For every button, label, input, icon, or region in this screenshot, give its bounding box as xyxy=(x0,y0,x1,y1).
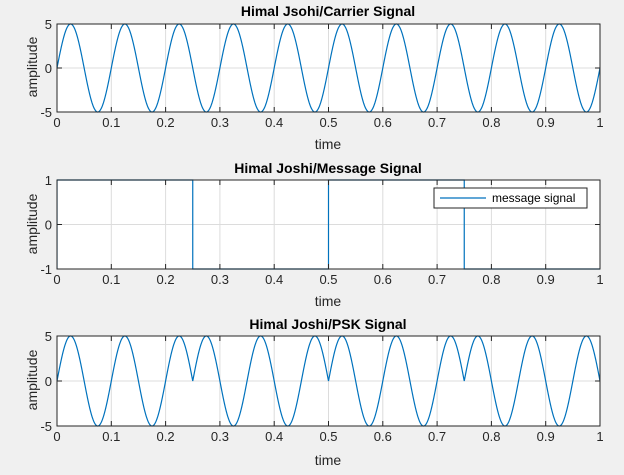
carrier-ytick-label-0: -5 xyxy=(40,105,52,120)
message-xtick-label-2: 0.2 xyxy=(157,272,175,287)
psk-ytick-label-2: 5 xyxy=(45,329,52,344)
message-xtick-label-6: 0.6 xyxy=(374,272,392,287)
message-xtick-label-10: 1 xyxy=(596,272,603,287)
carrier-xlabel: time xyxy=(315,136,342,152)
carrier-xtick-label-3: 0.3 xyxy=(211,115,229,130)
message-legend-box xyxy=(433,187,588,209)
message-xtick-label-7: 0.7 xyxy=(428,272,446,287)
psk-xtick-label-6: 0.6 xyxy=(374,429,392,444)
psk-xtick-label-3: 0.3 xyxy=(211,429,229,444)
psk-xtick-label-2: 0.2 xyxy=(157,429,175,444)
message-axes: Himal Joshi/Message Signal amplitude tim… xyxy=(24,160,604,309)
psk-title: Himal Joshi/PSK Signal xyxy=(249,316,406,332)
psk-xtick-label-8: 0.8 xyxy=(482,429,500,444)
message-xtick-label-1: 0.1 xyxy=(102,272,120,287)
message-xtick-label-4: 0.4 xyxy=(265,272,283,287)
carrier-xtick-label-1: 0.1 xyxy=(102,115,120,130)
psk-xtick-label-5: 0.5 xyxy=(319,429,337,444)
psk-xtick-label-9: 0.9 xyxy=(537,429,555,444)
carrier-xtick-label-2: 0.2 xyxy=(157,115,175,130)
carrier-xtick-label-6: 0.6 xyxy=(374,115,392,130)
carrier-xtick-label-9: 0.9 xyxy=(537,115,555,130)
carrier-series-0 xyxy=(57,23,600,113)
psk-xtick-label-10: 1 xyxy=(596,429,603,444)
message-xlabel: time xyxy=(315,293,342,309)
psk-series-0 xyxy=(57,335,600,427)
psk-ytick-label-1: 0 xyxy=(45,374,52,389)
carrier-ytick-label-2: 5 xyxy=(45,17,52,32)
psk-xtick-label-0: 0 xyxy=(53,429,60,444)
carrier-ytick-label-1: 0 xyxy=(45,61,52,76)
message-ylabel: amplitude xyxy=(24,193,40,254)
message-ytick-label-0: -1 xyxy=(40,262,52,277)
psk-axes: Himal Joshi/PSK Signal amplitude time 0 0… xyxy=(24,316,604,468)
psk-ylabel: amplitude xyxy=(24,349,40,410)
carrier-xtick-label-5: 0.5 xyxy=(319,115,337,130)
psk-ytick-label-0: -5 xyxy=(40,419,52,434)
carrier-xtick-label-7: 0.7 xyxy=(428,115,446,130)
carrier-title: Himal Jsohi/Carrier Signal xyxy=(241,3,415,19)
message-xtick-label-3: 0.3 xyxy=(211,272,229,287)
carrier-ylabel: amplitude xyxy=(24,36,40,97)
message-ytick-label-2: 1 xyxy=(45,173,52,188)
psk-xtick-label-7: 0.7 xyxy=(428,429,446,444)
message-xtick-label-9: 0.9 xyxy=(537,272,555,287)
message-xtick-label-8: 0.8 xyxy=(482,272,500,287)
message-ytick-label-1: 0 xyxy=(45,218,52,233)
carrier-xtick-label-8: 0.8 xyxy=(482,115,500,130)
psk-xtick-label-4: 0.4 xyxy=(265,429,283,444)
psk-xtick-label-1: 0.1 xyxy=(102,429,120,444)
carrier-xtick-label-0: 0 xyxy=(53,115,60,130)
message-legend-label: message signal xyxy=(492,191,575,205)
carrier-xtick-label-4: 0.4 xyxy=(265,115,283,130)
message-xtick-label-5: 0.5 xyxy=(319,272,337,287)
message-xtick-label-0: 0 xyxy=(53,272,60,287)
message-title: Himal Joshi/Message Signal xyxy=(234,160,422,176)
carrier-xtick-label-10: 1 xyxy=(596,115,603,130)
psk-xlabel: time xyxy=(315,452,342,468)
carrier-axes: Himal Jsohi/Carrier Signal amplitude tim… xyxy=(24,3,604,152)
